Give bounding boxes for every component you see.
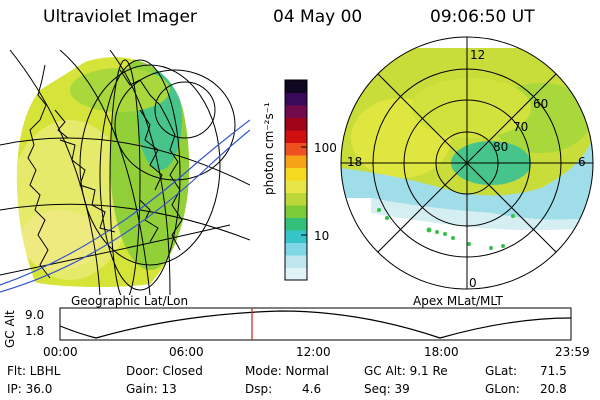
altitude-ytick-low: 1.8 [25, 324, 45, 338]
gc-alt-value: GC Alt: 9.1 Re [364, 364, 448, 378]
coastline [27, 64, 183, 279]
glat-value: 71.5 [540, 364, 567, 378]
gain-value: Gain: 13 [126, 382, 177, 396]
colorbar-cell [285, 217, 307, 231]
mode-value: Mode: Normal [245, 364, 329, 378]
altitude-xtick-1200: 12:00 [296, 345, 331, 359]
colorbar-cell [285, 130, 307, 143]
polar-image-panel [340, 36, 594, 290]
dsp-label: Dsp: [245, 382, 273, 396]
orbit-track [0, 129, 250, 293]
seq-value: Seq: 39 [364, 382, 410, 396]
colorbar [284, 79, 308, 281]
orbit-track [0, 119, 250, 286]
colorbar-cell [285, 142, 307, 156]
polar-grid [340, 36, 594, 290]
polar-panel-label: Apex MLat/MLT [413, 294, 503, 308]
lat-label-60: 60 [533, 97, 549, 111]
filter-value: Flt: LBHL [7, 364, 61, 378]
colorbar-unit-label: photon cm⁻²s⁻¹ [262, 102, 276, 195]
colorbar-cell [285, 205, 307, 218]
colorbar-cell [285, 105, 307, 118]
colorbar-cell [285, 230, 307, 243]
colorbar-cell [285, 192, 307, 206]
mlt-label-6: 6 [578, 155, 586, 169]
colorbar-cell [285, 255, 307, 268]
altitude-xtick-0000: 00:00 [43, 345, 78, 359]
altitude-plot [59, 307, 572, 341]
altitude-xtick-1800: 18:00 [424, 345, 459, 359]
glon-value: 20.8 [540, 382, 567, 396]
glon-label: GLon: [485, 382, 520, 396]
dsp-value: 4.6 [302, 382, 322, 396]
colorbar-cell [285, 242, 307, 256]
colorbar-cell [285, 117, 307, 131]
altitude-ylabel: GC Alt [3, 310, 17, 348]
ip-value: IP: 36.0 [7, 382, 53, 396]
map-panel-label: Geographic Lat/Lon [71, 294, 189, 308]
colorbar-cell [285, 167, 307, 181]
mlt-label-0: 0 [469, 276, 477, 290]
door-status: Door: Closed [126, 364, 203, 378]
lat-lon-grid [0, 50, 250, 295]
colorbar-tick-10: 10 [314, 229, 330, 243]
mlt-label-18: 18 [347, 155, 363, 169]
mlt-label-12: 12 [470, 48, 486, 62]
geographic-image-panel [0, 50, 250, 295]
altitude-xtick-2359: 23:59 [555, 345, 590, 359]
colorbar-cell [285, 92, 307, 106]
colorbar-tick-100: 100 [314, 141, 337, 155]
colorbar-cell [285, 267, 307, 281]
altitude-curve [59, 310, 572, 339]
altitude-xtick-0600: 06:00 [169, 345, 204, 359]
colorbar-cell [285, 155, 307, 168]
colorbar-cell [285, 80, 307, 93]
lat-label-70: 70 [513, 120, 529, 134]
altitude-ytick-high: 9.0 [25, 308, 45, 322]
time-label: 09:06:50 UT [430, 7, 535, 27]
date-label: 04 May 00 [273, 7, 363, 27]
lat-label-80: 80 [493, 140, 509, 154]
instrument-title: Ultraviolet Imager [43, 7, 197, 27]
glat-label: GLat: [485, 364, 518, 378]
colorbar-cell [285, 180, 307, 193]
